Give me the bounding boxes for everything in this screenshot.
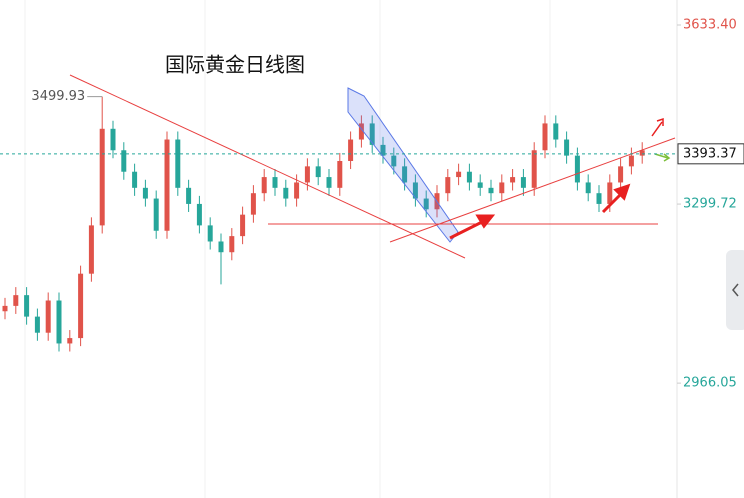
candle-body xyxy=(207,225,213,242)
price-box xyxy=(677,143,744,165)
candle-body xyxy=(412,182,418,199)
candle-body xyxy=(553,123,559,140)
candle-body xyxy=(391,155,397,167)
arrow xyxy=(651,121,663,137)
candle-body xyxy=(196,203,202,226)
candle-body xyxy=(466,171,472,183)
high-label: 3499.93 xyxy=(31,89,85,104)
candle-body xyxy=(574,155,580,183)
candle-body xyxy=(186,187,192,204)
candle-body xyxy=(304,166,310,183)
candle-body xyxy=(488,187,494,194)
candle-body xyxy=(531,150,537,188)
candle-body xyxy=(380,144,386,156)
candle-body xyxy=(456,171,462,178)
candle-body xyxy=(607,182,613,204)
arrow-head xyxy=(613,183,631,201)
candle-body xyxy=(250,193,256,215)
candle-body xyxy=(596,193,602,204)
candle-body xyxy=(88,225,94,274)
y-tick-label: 3299.72 xyxy=(683,197,737,212)
candle-body xyxy=(315,166,321,178)
grid-lines xyxy=(24,0,678,498)
candle-body xyxy=(121,150,127,172)
candle-body xyxy=(229,236,235,253)
candle-body xyxy=(218,241,224,253)
candle-body xyxy=(423,198,429,210)
arrow xyxy=(654,153,669,159)
chevron xyxy=(732,283,739,297)
candle-body xyxy=(510,177,516,183)
candle-body xyxy=(240,214,246,237)
toggle-button[interactable] xyxy=(726,250,744,330)
trend-line xyxy=(389,137,676,243)
candle-body xyxy=(24,295,30,317)
candle-body xyxy=(326,177,332,188)
trend-line xyxy=(69,74,466,259)
arrow-head xyxy=(656,117,664,126)
arrow xyxy=(449,219,485,240)
candle-body xyxy=(520,177,526,188)
candle-body xyxy=(358,123,364,140)
y-tick-label: 2966.05 xyxy=(683,376,737,391)
candle-body xyxy=(294,182,300,199)
y-tick-label: 3633.40 xyxy=(683,18,737,33)
candle-body xyxy=(110,128,116,151)
candles xyxy=(2,96,645,352)
candle-body xyxy=(67,338,73,344)
candle-body xyxy=(618,166,624,183)
annotations xyxy=(69,74,676,259)
candle-body xyxy=(153,198,159,231)
candle-body xyxy=(142,187,148,199)
candle-body xyxy=(45,300,51,333)
candle-body xyxy=(337,160,343,188)
candle-body xyxy=(132,171,138,188)
candle-body xyxy=(13,295,19,306)
candle-body xyxy=(175,139,181,188)
candle-body xyxy=(639,150,645,156)
chart-title: 国际黄金日线图 xyxy=(165,53,305,77)
candle-body xyxy=(164,139,170,231)
candle-body xyxy=(99,128,105,226)
arrow xyxy=(601,191,624,214)
candle-body xyxy=(477,182,483,188)
candle-body xyxy=(2,305,8,312)
channel xyxy=(347,87,459,243)
candle-body xyxy=(56,300,62,344)
candle-body xyxy=(78,273,84,339)
candle-body xyxy=(402,166,408,183)
candle-body xyxy=(261,177,267,194)
current-price-label: 3393.37 xyxy=(683,146,737,161)
candle-body xyxy=(34,316,40,333)
arrow-head xyxy=(475,214,496,229)
arrow-head xyxy=(663,153,671,162)
candle-body xyxy=(542,123,548,151)
arrows xyxy=(449,183,631,240)
candle-body xyxy=(499,182,505,194)
side-panel-toggle[interactable] xyxy=(726,250,744,330)
candle-body xyxy=(445,177,451,194)
candle-body xyxy=(369,123,375,145)
candle-body xyxy=(348,139,354,161)
candle-body xyxy=(564,139,570,156)
candle-body xyxy=(628,155,634,167)
candle-body xyxy=(283,187,289,199)
candle-body xyxy=(585,182,591,194)
candle-body xyxy=(272,177,278,188)
